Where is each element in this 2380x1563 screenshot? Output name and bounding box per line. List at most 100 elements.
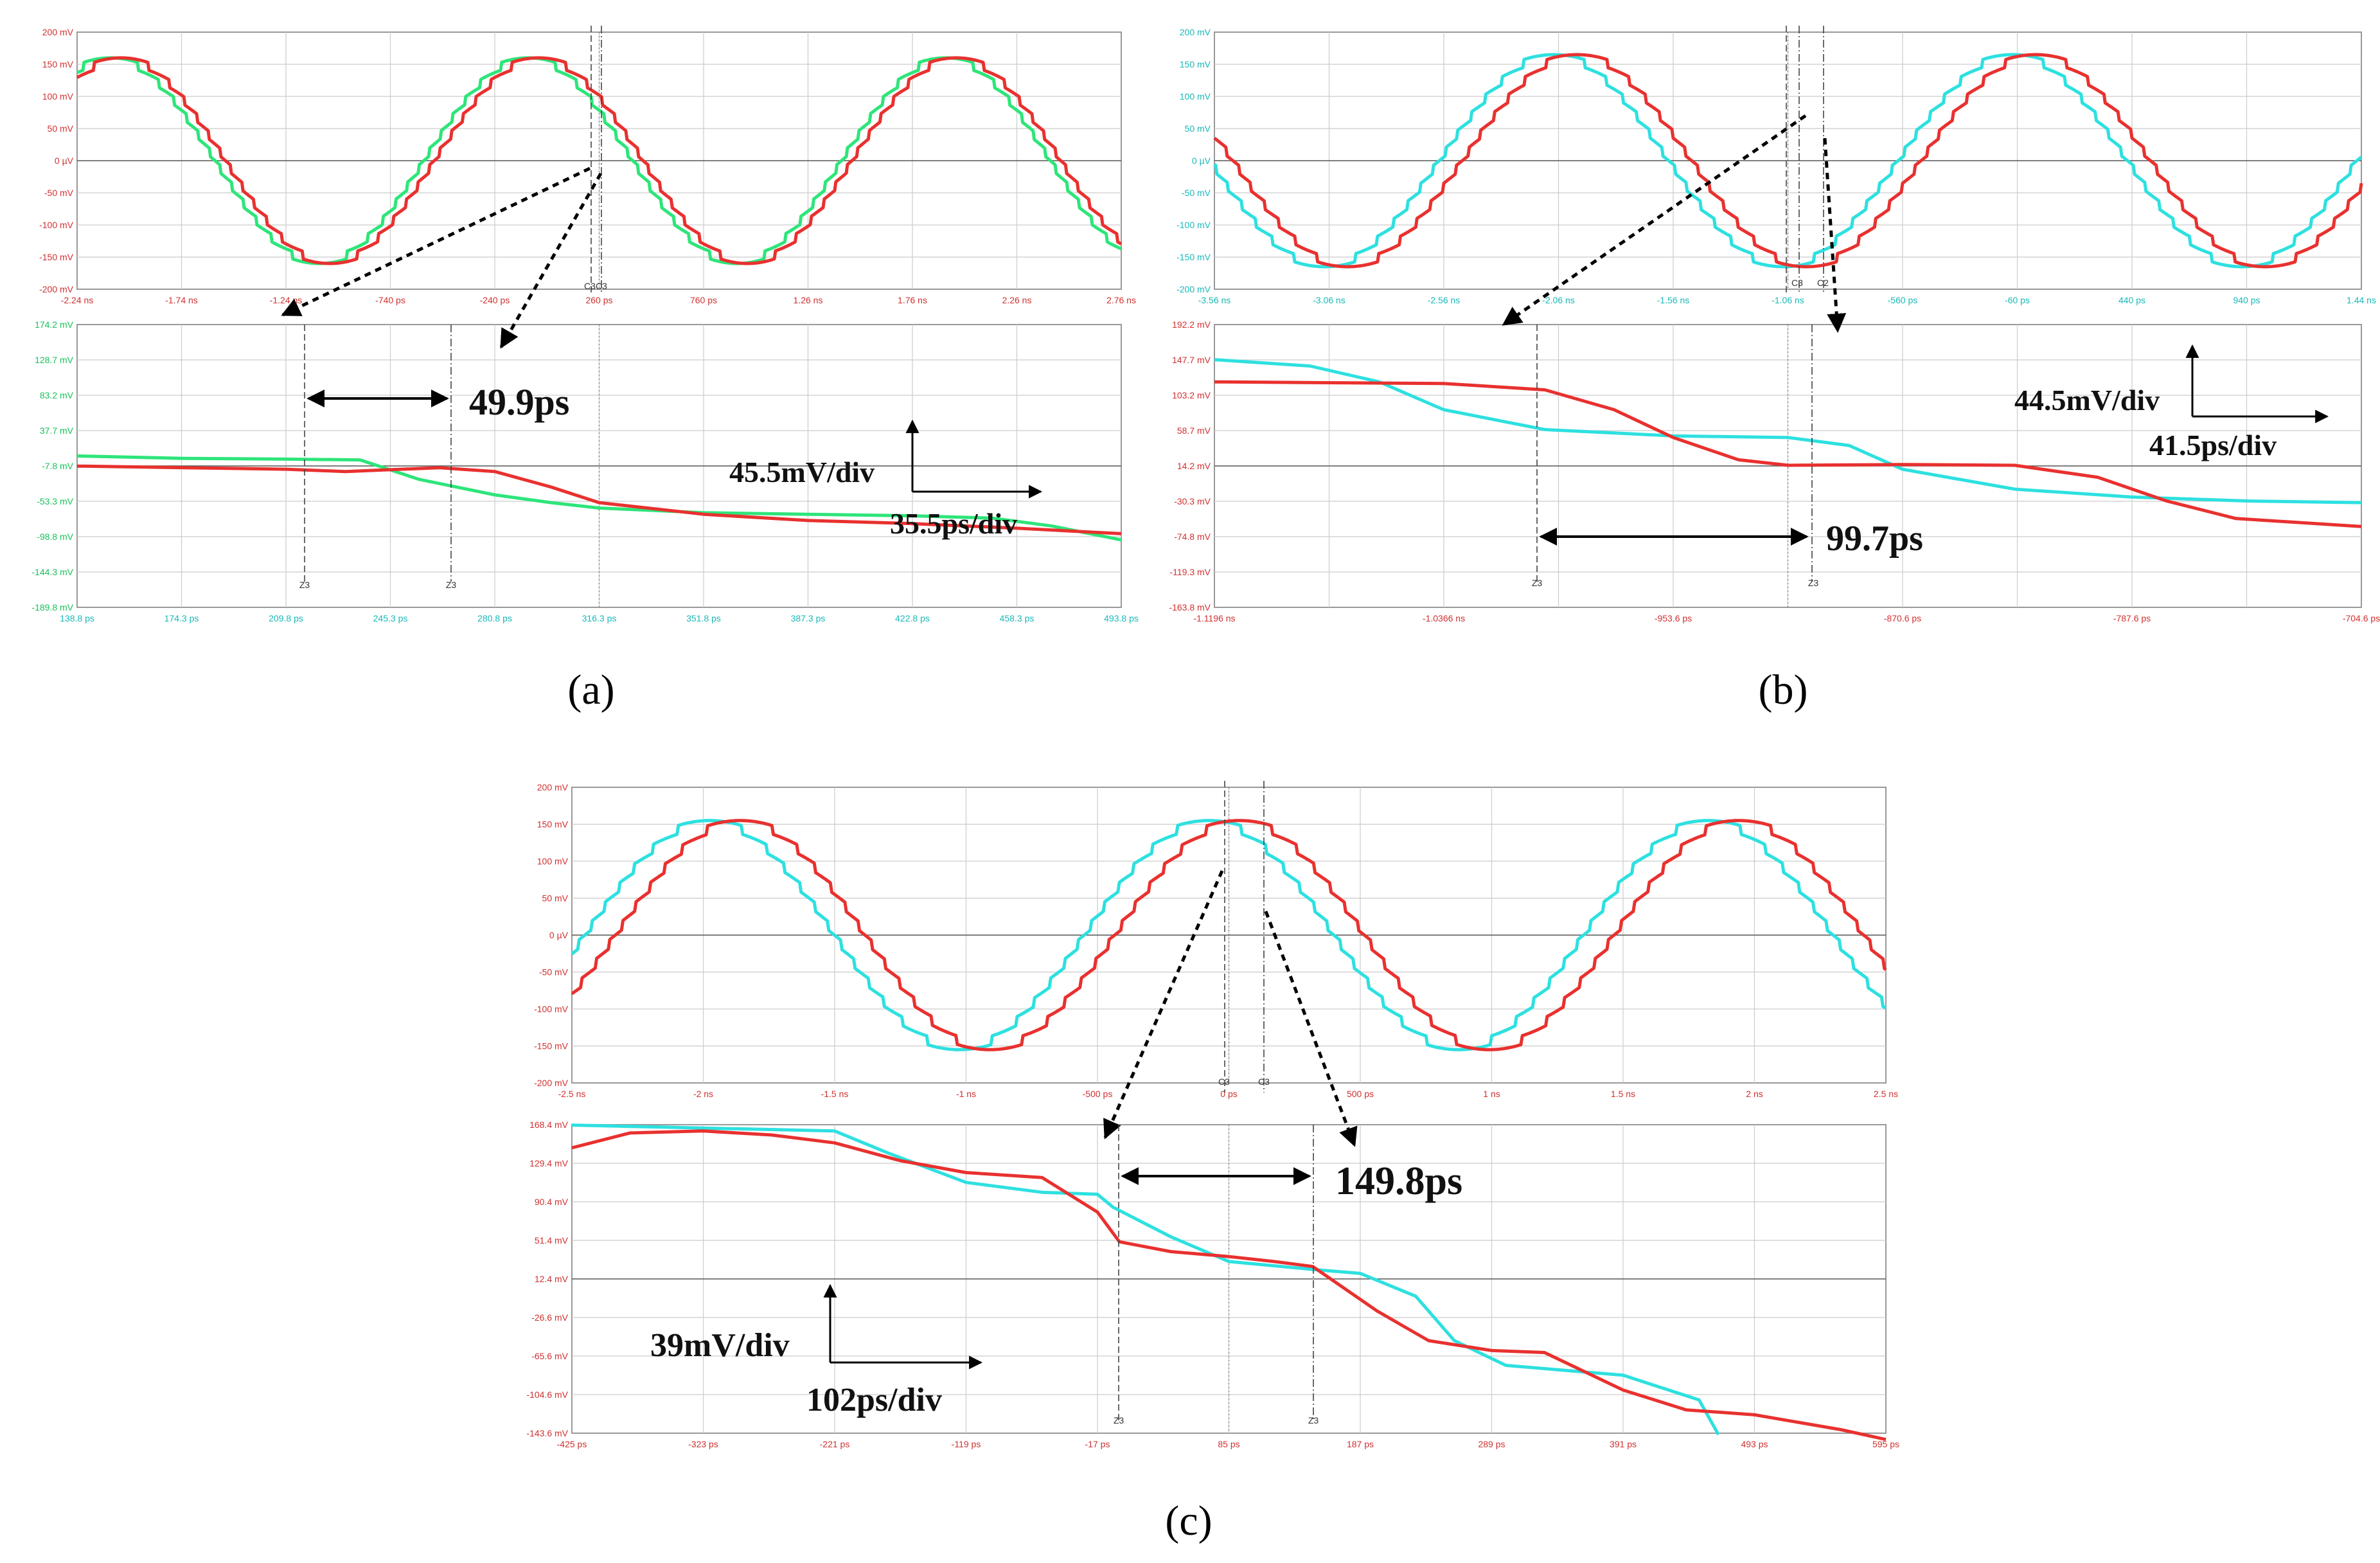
x-tick-a-top-1: -1.74 ns: [165, 295, 198, 305]
x-tick-a-top-4: -240 ps: [480, 295, 510, 305]
x-tick-b-top-1: -3.06 ns: [1313, 295, 1345, 305]
x-tick-a-top-5: 260 ps: [585, 295, 612, 305]
x-tick-b-bottom-0: -1.1196 ns: [1193, 613, 1235, 623]
x-tick-a-bottom-1: 174.3 ps: [164, 613, 199, 623]
x-tick-a-bottom-5: 316.3 ps: [582, 613, 617, 623]
y-tick-b-top-6: -100 mV: [1177, 220, 1211, 230]
marker-c-c3-2: C3: [1258, 1076, 1270, 1087]
y-tick-c-top-7: -150 mV: [534, 1041, 569, 1051]
y-tick-b-top-4: 0 µV: [1192, 156, 1211, 166]
y-tick-b-top-7: -150 mV: [1177, 252, 1211, 262]
x-tick-b-bottom-2: -953.6 ps: [1655, 613, 1692, 623]
y-tick-c-top-5: -50 mV: [539, 967, 569, 978]
y-tick-c-bottom-8: -143.6 mV: [526, 1428, 568, 1438]
zoom-arrow-c-left: [1103, 870, 1224, 1139]
zoom-arrow-b-right: [1823, 138, 1847, 333]
y-tick-a-bottom-8: -189.8 mV: [31, 602, 73, 612]
x-tick-c-top-5: 0 ps: [1220, 1089, 1237, 1099]
series-c-bottom-measured: [571, 1129, 1887, 1442]
panel-c: 200 mV 150 mV 100 mV 50 mV 0 µV -50 mV -100 mV…: [526, 782, 1899, 1449]
marker-c-z3-1: Z3: [1114, 1415, 1124, 1425]
x-tick-c-top-3: -1 ns: [956, 1089, 976, 1099]
y-tick-c-top-2: 100 mV: [537, 856, 569, 866]
y-tick-c-top-8: -200 mV: [534, 1078, 569, 1088]
y-tick-b-top-8: -200 mV: [1177, 284, 1211, 294]
series-c-top-measured: [571, 819, 1887, 1051]
y-tick-a-top-4: 0 µV: [55, 156, 74, 166]
zoom-arrow-b-left: [1502, 114, 1807, 326]
marker-b-c3: C3: [1791, 278, 1803, 288]
x-tick-a-top-7: 1.26 ns: [794, 295, 823, 305]
x-tick-a-top-9: 2.26 ns: [1002, 295, 1032, 305]
zoom-arrow-c-right: [1264, 911, 1358, 1147]
x-tick-a-top-2: -1.24 ns: [270, 295, 303, 305]
marker-c-z3-2: Z3: [1308, 1415, 1319, 1425]
x-tick-a-bottom-4: 280.8 ps: [477, 613, 512, 623]
y-tick-a-bottom-2: 83.2 mV: [40, 390, 74, 400]
x-tick-c-bottom-9: 493 ps: [1741, 1439, 1768, 1449]
marker-a-c3-2: C3: [596, 281, 607, 291]
x-tick-c-top-2: -1.5 ns: [821, 1089, 849, 1099]
series-a-bottom-reference: [76, 454, 1122, 542]
y-tick-c-bottom-3: 51.4 mV: [535, 1235, 569, 1246]
series-b-bottom-measured: [1214, 380, 2362, 528]
x-tick-b-top-6: -560 ps: [1888, 295, 1918, 305]
tdiv-label-b: 41.5ps/div: [2149, 429, 2277, 461]
x-tick-b-bottom-4: -787.6 ps: [2113, 613, 2151, 623]
y-tick-b-bottom-6: -74.8 mV: [1174, 531, 1211, 542]
x-tick-c-top-1: -2 ns: [693, 1089, 713, 1099]
y-tick-c-bottom-0: 168.4 mV: [529, 1120, 569, 1130]
x-tick-b-top-10: 1.44 ns: [2347, 295, 2376, 305]
delay-label-b: 99.7ps: [1826, 519, 1923, 558]
vdiv-label-c: 39mV/div: [650, 1327, 790, 1364]
x-tick-c-bottom-5: 85 ps: [1218, 1439, 1239, 1449]
x-tick-a-bottom-8: 422.8 ps: [895, 613, 930, 623]
y-tick-b-bottom-7: -119.3 mV: [1169, 567, 1211, 577]
y-tick-c-bottom-2: 90.4 mV: [535, 1197, 569, 1207]
marker-a-c3-1: C3: [584, 281, 596, 291]
y-tick-b-bottom-3: 58.7 mV: [1177, 425, 1211, 436]
x-tick-b-top-7: -60 ps: [2005, 295, 2030, 305]
x-tick-a-top-10: 2.76 ns: [1106, 295, 1136, 305]
y-tick-c-bottom-5: -26.6 mV: [531, 1312, 568, 1323]
y-tick-c-top-4: 0 µV: [549, 930, 569, 940]
y-tick-c-bottom-4: 12.4 mV: [535, 1274, 569, 1284]
x-tick-a-top-0: -2.24 ns: [61, 295, 94, 305]
x-tick-b-top-5: -1.06 ns: [1772, 295, 1804, 305]
y-tick-a-bottom-6: -98.8 mV: [37, 531, 73, 542]
x-tick-a-bottom-0: 138.8 ps: [60, 613, 94, 623]
y-tick-a-bottom-5: -53.3 mV: [37, 496, 73, 506]
y-tick-a-bottom-7: -144.3 mV: [31, 567, 73, 577]
y-tick-a-top-2: 100 mV: [42, 91, 74, 102]
tdiv-label-c: 102ps/div: [806, 1382, 942, 1418]
panel-a: 200 mV 150 mV 100 mV 50 mV 0 µV -50 mV -100 mV…: [31, 27, 1138, 623]
series-a-top-measured: [76, 56, 1123, 265]
x-tick-c-bottom-2: -221 ps: [820, 1439, 850, 1449]
caption-a: (a): [567, 666, 614, 713]
x-tick-c-bottom-10: 595 ps: [1872, 1439, 1899, 1449]
marker-b-z3-2: Z3: [1808, 578, 1819, 588]
series-c-bottom-reference: [571, 1123, 1720, 1436]
x-tick-a-top-6: 760 ps: [690, 295, 717, 305]
y-tick-c-top-1: 150 mV: [537, 819, 569, 830]
y-tick-b-bottom-5: -30.3 mV: [1174, 496, 1211, 506]
y-tick-b-bottom-1: 147.7 mV: [1172, 355, 1211, 365]
x-tick-b-top-2: -2.56 ns: [1428, 295, 1461, 305]
x-tick-a-bottom-9: 458.3 ps: [1000, 613, 1035, 623]
x-tick-b-bottom-3: -870.6 ps: [1884, 613, 1921, 623]
x-tick-a-bottom-6: 351.8 ps: [686, 613, 721, 623]
x-tick-c-bottom-3: -119 ps: [952, 1439, 981, 1449]
y-tick-c-bottom-7: -104.6 mV: [526, 1389, 568, 1400]
series-a-bottom-measured: [76, 464, 1122, 535]
x-tick-b-top-8: 440 ps: [2118, 295, 2145, 305]
y-tick-c-top-6: -100 mV: [534, 1004, 569, 1014]
y-tick-a-top-7: -150 mV: [39, 252, 74, 262]
x-tick-c-top-8: 1.5 ns: [1611, 1089, 1635, 1099]
tdiv-label-a: 35.5ps/div: [890, 507, 1017, 540]
y-tick-a-top-1: 150 mV: [42, 59, 74, 69]
vdiv-label-a: 45.5mV/div: [729, 456, 875, 488]
delay-label-c: 149.8ps: [1335, 1159, 1462, 1203]
y-tick-a-top-0: 200 mV: [42, 27, 74, 37]
x-tick-c-top-7: 1 ns: [1483, 1089, 1500, 1099]
y-tick-b-bottom-0: 192.2 mV: [1172, 319, 1211, 330]
